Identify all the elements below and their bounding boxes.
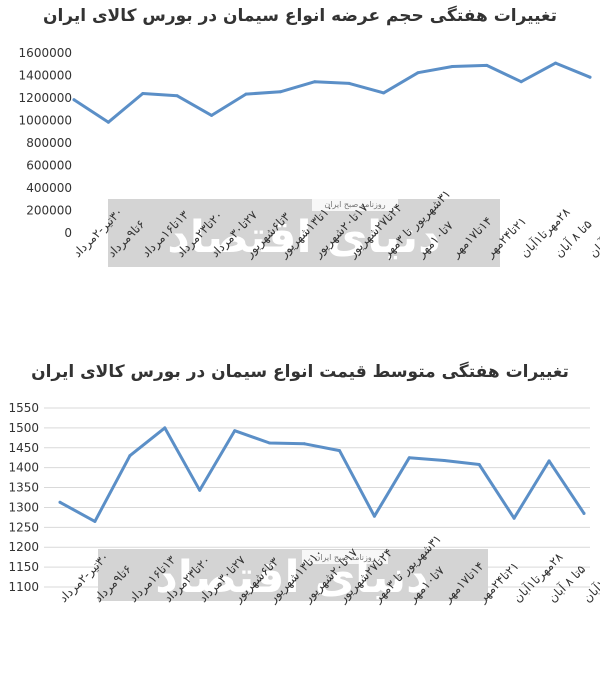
data-point (513, 517, 516, 520)
y-tick-label: 0 (64, 226, 72, 240)
data-point (554, 62, 557, 65)
data-point (520, 80, 523, 83)
y-tick-label: 1300 (8, 500, 39, 514)
x-category-label: ۱۲تا۱۵آبان (580, 558, 600, 605)
data-point (408, 456, 411, 459)
data-point (245, 93, 248, 96)
data-point (548, 459, 551, 462)
data-point (417, 71, 420, 74)
data-point (163, 426, 166, 429)
data-point (443, 459, 446, 462)
data-point (233, 429, 236, 432)
price-chart: تغییرات هفتگی متوسط قیمت انواع سیمان در … (0, 352, 600, 692)
y-tick-label: 600000 (26, 159, 72, 173)
data-point (451, 65, 454, 68)
volume-chart-svg: دنیای اقتصاد روزنامه صبح ایران 020000040… (0, 0, 600, 345)
y-tick-label: 1400000 (19, 69, 72, 83)
y-tick-label: 800000 (26, 136, 72, 150)
price-chart-svg: دنیای اقتصاد روزنامه صبح ایران 110011501… (0, 352, 600, 692)
x-category-label: ۱۲تا۱۵آبان (586, 213, 600, 260)
y-tick-label: 1350 (8, 481, 39, 495)
y-tick-label: 1500 (8, 421, 39, 435)
data-point (128, 454, 131, 457)
data-point (93, 520, 96, 523)
data-point (279, 90, 282, 93)
y-tick-label: 1100 (8, 580, 39, 594)
y-tick-label: 1250 (8, 520, 39, 534)
y-tick-label: 400000 (26, 181, 72, 195)
data-point (198, 489, 201, 492)
data-point (303, 442, 306, 445)
data-point (382, 91, 385, 94)
data-point (59, 501, 62, 504)
data-point (176, 94, 179, 97)
y-tick-label: 200000 (26, 204, 72, 218)
data-point (373, 515, 376, 518)
data-point (338, 449, 341, 452)
y-tick-label: 1450 (8, 441, 39, 455)
data-point (107, 121, 110, 124)
data-point (268, 442, 271, 445)
y-tick-label: 1600000 (19, 46, 72, 60)
data-point (313, 80, 316, 83)
data-point (141, 92, 144, 95)
y-tick-label: 1200000 (19, 91, 72, 105)
y-tick-label: 1550 (8, 401, 39, 415)
y-tick-label: 1000000 (19, 114, 72, 128)
data-point (478, 463, 481, 466)
data-point (210, 114, 213, 117)
data-point (589, 76, 592, 79)
y-tick-label: 1400 (8, 461, 39, 475)
data-point (73, 98, 76, 101)
volume-chart: تغییرات هفتگی حجم عرضه انواع سیمان در بو… (0, 0, 600, 345)
y-tick-label: 1150 (8, 560, 39, 574)
y-tick-label: 1200 (8, 540, 39, 554)
data-point (348, 82, 351, 85)
series-line (74, 63, 590, 122)
data-point (583, 512, 586, 515)
data-point (485, 64, 488, 67)
